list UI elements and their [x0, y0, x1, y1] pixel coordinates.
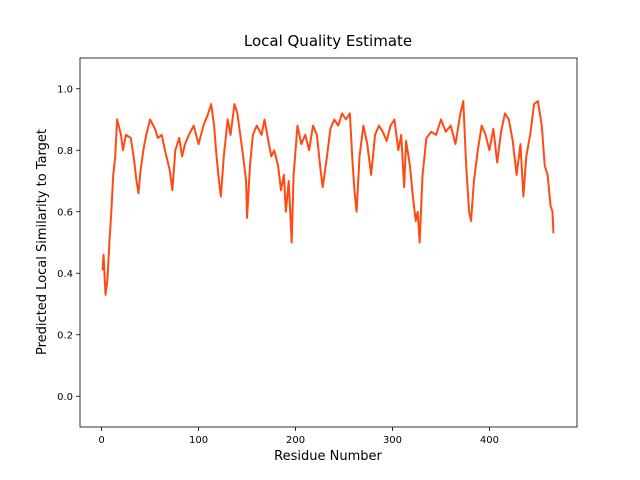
- y-tick-label: 0.2: [57, 330, 73, 341]
- y-tick-label: 0.6: [57, 207, 73, 218]
- chart-title: Local Quality Estimate: [244, 32, 412, 50]
- y-axis-label: Predicted Local Similarity to Target: [35, 129, 50, 355]
- y-tick-label: 0.8: [57, 146, 73, 157]
- x-axis-label: Residue Number: [274, 449, 382, 464]
- y-tick-label: 0.0: [57, 392, 73, 403]
- x-tick-label: 0: [98, 435, 104, 446]
- x-tick-label: 100: [189, 435, 208, 446]
- data-line: [101, 100, 555, 296]
- y-tick-label: 1.0: [57, 84, 73, 95]
- x-tick-label: 400: [480, 435, 499, 446]
- x-tick-label: 300: [383, 435, 402, 446]
- y-tick-label: 0.4: [57, 269, 73, 280]
- plot-frame: [79, 57, 578, 428]
- x-tick-label: 200: [286, 435, 305, 446]
